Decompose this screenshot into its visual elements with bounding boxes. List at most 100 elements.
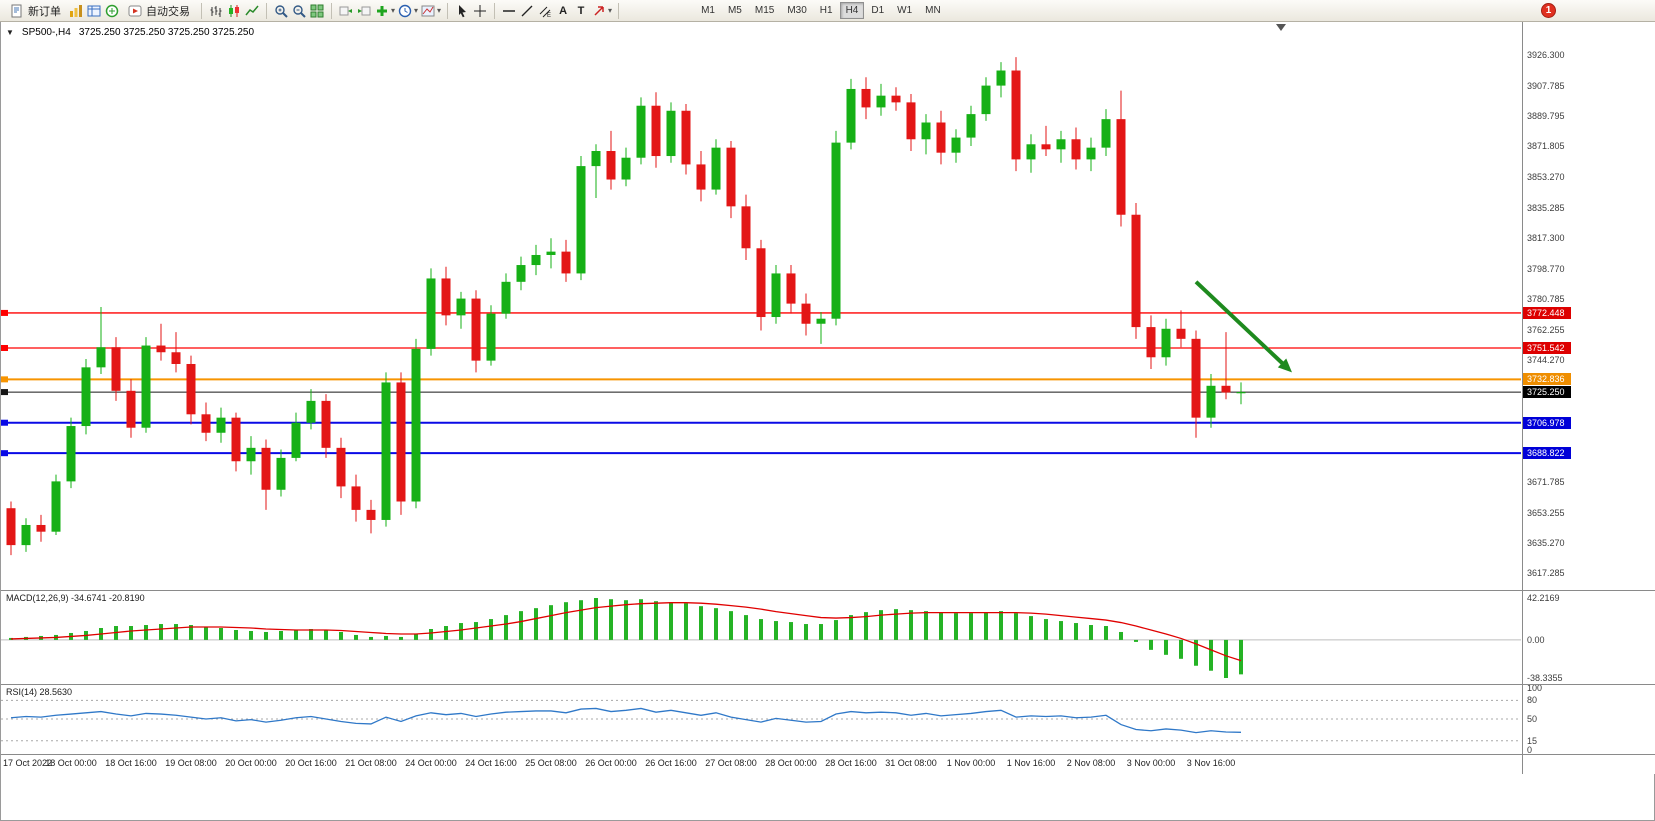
arrow-tools-caret-icon[interactable]: ▾	[608, 6, 613, 15]
timeframe-d1-button[interactable]: D1	[871, 5, 885, 16]
timeframe-mn-button[interactable]: MN	[925, 5, 941, 16]
price-tag: 3706.978	[1523, 416, 1571, 429]
navigator-icon[interactable]	[104, 3, 120, 19]
date-axis-label: 18 Oct 00:00	[45, 758, 97, 768]
equidistant-channel-tool-icon[interactable]: E	[537, 3, 553, 19]
date-axis-label: 3 Nov 00:00	[1126, 758, 1176, 768]
chart-ohlc-readout: 3725.250 3725.250 3725.250 3725.250	[78, 27, 255, 38]
timeframe-group: M1 M5 M15 M30 H1 H4 D1 W1 MN	[695, 2, 947, 19]
price-axis-label: 3780.785	[1527, 293, 1565, 304]
date-axis-label: 21 Oct 08:00	[345, 758, 397, 768]
market-watch-icon[interactable]	[86, 3, 102, 19]
auto-trading-label: 自动交易	[146, 5, 190, 18]
chart-shift-marker[interactable]	[1276, 24, 1286, 31]
price-axis-label: 3617.285	[1527, 568, 1565, 579]
price-axis-label: 3798.770	[1527, 263, 1565, 274]
toolbar-separator	[447, 2, 449, 19]
add-indicator-icon[interactable]	[374, 3, 390, 19]
chart-window: ▼ SP500-,H4 3725.250 3725.250 3725.250 3…	[0, 22, 1655, 821]
pane-separator[interactable]	[1, 590, 1655, 591]
pane-separator	[1, 754, 1655, 755]
auto-trading-button[interactable]: 自动交易	[122, 1, 195, 20]
zoom-in-icon[interactable]	[273, 3, 289, 19]
date-axis[interactable]: 17 Oct 2022 18 Oct 00:00 18 Oct 16:00 19 Oc…	[1, 754, 1522, 774]
toolbar-separator	[331, 2, 332, 19]
template-caret-icon[interactable]: ▾	[437, 6, 442, 15]
trendline-tool-icon[interactable]	[519, 3, 535, 19]
arrow-tools-icon[interactable]	[591, 3, 607, 19]
price-axis-label: 3889.795	[1527, 111, 1565, 122]
date-axis-label: 20 Oct 16:00	[285, 758, 337, 768]
price-tag: 3751.542	[1523, 341, 1571, 354]
price-axis-label: 3744.270	[1527, 355, 1565, 366]
timeframe-m15-button[interactable]: M15	[754, 5, 775, 16]
template-icon[interactable]	[420, 3, 436, 19]
bar-chart-mode-icon[interactable]	[208, 3, 224, 19]
chart-shift-icon[interactable]	[356, 3, 372, 19]
collapse-icon[interactable]: ▼	[6, 28, 14, 37]
price-tag: 3725.250	[1523, 386, 1571, 399]
rsi-pane[interactable]	[1, 684, 1522, 754]
price-axis-label: 3907.785	[1527, 80, 1565, 91]
price-chart-pane[interactable]	[1, 22, 1522, 590]
macd-pane[interactable]	[1, 590, 1522, 684]
date-axis-label: 26 Oct 16:00	[645, 758, 697, 768]
date-axis-label: 1 Nov 16:00	[1006, 758, 1056, 768]
date-axis-label: 2 Nov 08:00	[1066, 758, 1116, 768]
timeframe-w1-button[interactable]: W1	[897, 5, 913, 16]
auto-scroll-icon[interactable]	[338, 3, 354, 19]
rsi-axis-label: 15	[1527, 735, 1538, 746]
price-axis-label: 3835.285	[1527, 202, 1565, 213]
new-order-label: 新订单	[28, 5, 61, 18]
date-axis-label: 31 Oct 08:00	[885, 758, 937, 768]
zoom-out-icon[interactable]	[291, 3, 307, 19]
date-axis-label: 18 Oct 16:00	[105, 758, 157, 768]
text-tool-icon[interactable]: A	[559, 4, 568, 17]
notification-badge[interactable]: 1	[1541, 3, 1556, 18]
date-axis-label: 24 Oct 16:00	[465, 758, 517, 768]
timeframe-m30-button[interactable]: M30	[787, 5, 807, 16]
date-axis-label: 1 Nov 00:00	[946, 758, 996, 768]
price-axis-label: 3635.270	[1527, 537, 1565, 548]
horizontal-line-tool-icon[interactable]	[501, 3, 517, 19]
date-axis-label: 3 Nov 16:00	[1186, 758, 1236, 768]
new-order-button[interactable]: 新订单	[4, 1, 66, 20]
price-axis-label: 3871.805	[1527, 141, 1565, 152]
profiles-icon[interactable]	[68, 3, 84, 19]
text-label-tool-icon[interactable]: T	[577, 4, 585, 17]
tile-windows-icon[interactable]	[309, 3, 325, 19]
rsi-axis-label: 80	[1527, 695, 1538, 706]
period-caret-icon[interactable]: ▾	[414, 6, 419, 15]
timeframe-m1-button[interactable]: M1	[701, 5, 715, 16]
pane-separator[interactable]	[1, 684, 1655, 685]
new-order-icon	[9, 3, 25, 19]
timeframe-h1-button[interactable]: H1	[819, 5, 833, 16]
rsi-axis-label: 50	[1527, 714, 1538, 724]
toolbar-separator	[494, 2, 496, 19]
timeframe-m5-button[interactable]: M5	[727, 5, 742, 16]
price-axis-label: 3817.300	[1527, 232, 1565, 243]
macd-axis-label: 0.00	[1527, 634, 1545, 645]
add-indicator-caret-icon[interactable]: ▾	[391, 6, 396, 15]
toolbar: 新订单 自动交易 ▾ ▾	[0, 0, 1655, 22]
period-clock-icon[interactable]	[397, 3, 413, 19]
price-axis[interactable]: 3926.300 3907.785 3889.795 3871.805 3853.270…	[1522, 22, 1655, 774]
date-axis-label: 27 Oct 08:00	[705, 758, 757, 768]
rsi-label: RSI(14) 28.5630	[6, 687, 73, 697]
price-axis-label: 3853.270	[1527, 172, 1565, 183]
rsi-axis-label: 0	[1527, 745, 1533, 755]
chart-header: ▼ SP500-,H4 3725.250 3725.250 3725.250 3…	[6, 27, 254, 38]
line-chart-mode-icon[interactable]	[244, 3, 260, 19]
candlestick-mode-icon[interactable]	[226, 3, 242, 19]
rsi-axis-label: 100	[1527, 683, 1543, 693]
date-axis-label: 20 Oct 00:00	[225, 758, 277, 768]
price-axis-label: 3926.300	[1527, 49, 1565, 60]
timeframe-h4-button[interactable]: H4	[839, 2, 865, 19]
cursor-icon[interactable]	[454, 3, 470, 19]
crosshair-icon[interactable]	[472, 3, 488, 19]
price-axis-label: 3762.255	[1527, 325, 1565, 336]
price-tag: 3732.836	[1523, 373, 1571, 386]
date-axis-label: 24 Oct 00:00	[405, 758, 457, 768]
toolbar-separator	[201, 2, 202, 19]
toolbar-separator	[618, 2, 620, 19]
